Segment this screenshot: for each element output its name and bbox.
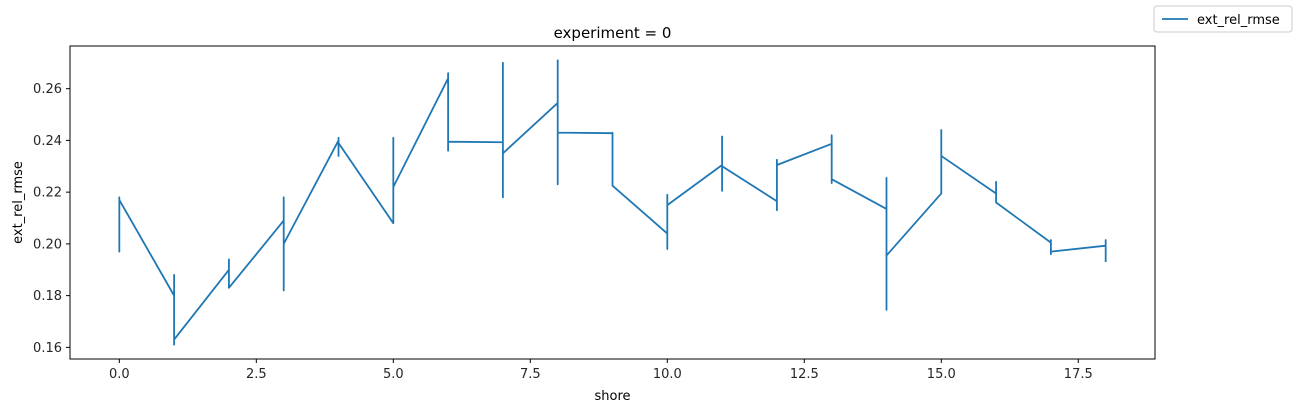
x-tick-label: 15.0 bbox=[927, 367, 956, 382]
x-tick-label: 0.0 bbox=[109, 367, 130, 382]
x-axis-label: shore bbox=[594, 389, 630, 404]
y-tick-label: 0.20 bbox=[33, 237, 62, 252]
x-tick-label: 12.5 bbox=[790, 367, 819, 382]
chart-title: experiment = 0 bbox=[554, 24, 672, 42]
legend-label: ext_rel_rmse bbox=[1197, 13, 1280, 28]
x-tick-label: 17.5 bbox=[1064, 367, 1093, 382]
x-tick-label: 2.5 bbox=[246, 367, 267, 382]
plot-frame bbox=[69, 45, 1156, 360]
y-tick-label: 0.18 bbox=[33, 289, 62, 304]
y-tick-label: 0.22 bbox=[33, 186, 62, 201]
series-line-ext_rel_rmse bbox=[118, 59, 1107, 346]
x-tick-label: 7.5 bbox=[520, 367, 541, 382]
series-group bbox=[118, 59, 1107, 346]
y-tick-label: 0.26 bbox=[33, 82, 62, 97]
y-tick-label: 0.24 bbox=[33, 134, 62, 149]
y-axis-ticks: 0.16 0.18 0.20 0.22 0.24 0.26 bbox=[33, 82, 70, 356]
legend-box bbox=[1153, 5, 1293, 33]
y-tick-label: 0.16 bbox=[33, 341, 62, 356]
legend: ext_rel_rmse bbox=[1153, 5, 1293, 33]
x-tick-label: 5.0 bbox=[383, 367, 404, 382]
plot-area: 0.0 2.5 5.0 7.5 10.0 12.5 15.0 17.5 0.16 0.18 0.2… bbox=[33, 45, 1156, 382]
y-axis-label: ext_rel_rmse bbox=[11, 161, 26, 244]
x-tick-label: 10.0 bbox=[653, 367, 682, 382]
x-axis-ticks: 0.0 2.5 5.0 7.5 10.0 12.5 15.0 17.5 bbox=[109, 359, 1093, 382]
